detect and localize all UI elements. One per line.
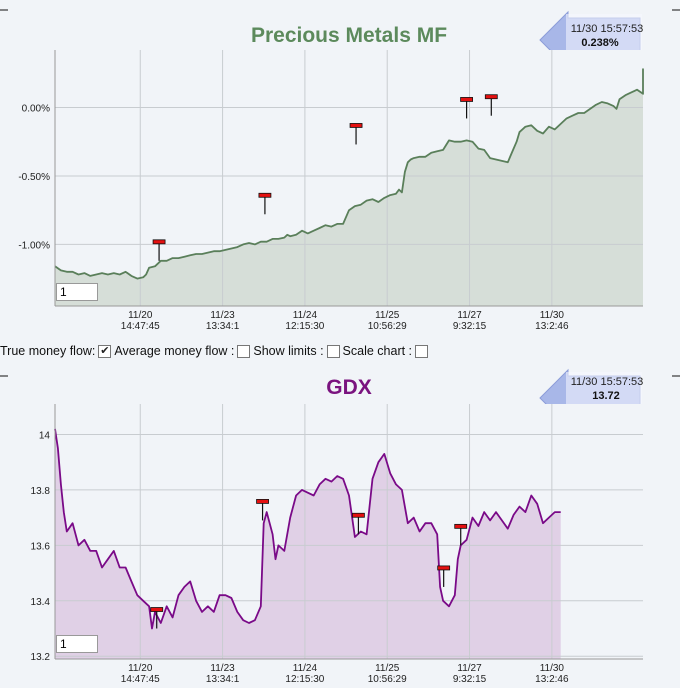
x-tick-time: 12:15:30 [285,321,324,332]
x-tick-date: 11/23 [210,663,235,674]
x-tick-date: 11/25 [375,663,400,674]
x-tick-time: 14:47:45 [121,674,160,685]
x-tick-time: 13:2:46 [535,674,569,685]
x-tick-time: 12:15:30 [285,674,324,685]
flag-marker[interactable] [349,123,363,145]
series-line [54,68,644,280]
x-tick-date: 11/20 [128,310,153,321]
x-tick-date: 11/25 [375,310,400,321]
flag-marker[interactable] [256,499,269,521]
chart-title: GDX [326,376,372,399]
x-tick-time: 14:47:45 [121,321,160,332]
flag-marker[interactable] [150,607,164,629]
flag-marker[interactable] [352,512,365,535]
series-area [55,428,561,659]
y-tick-label: 13.6 [31,541,51,552]
show-limits-label: Show limits : [253,344,324,358]
x-tick-date: 11/23 [210,310,235,321]
badge-time: 11/30 15:57:53 [571,376,644,388]
scale-chart-label: Scale chart : [342,344,413,358]
y-tick-label: 14 [39,430,51,441]
flag-marker[interactable] [460,97,474,119]
x-tick-time: 13:34:1 [206,674,240,685]
y-tick-label: 0.00% [22,103,50,114]
x-tick-date: 11/27 [457,663,482,674]
average-money-flow-label: Average money flow : [114,344,235,358]
chart-controls: True money flow: ✔ Average money flow : … [0,342,431,360]
y-tick-label: 13.4 [31,597,51,608]
badge-time: 11/30 15:57:53 [571,23,644,35]
flag-marker[interactable] [484,94,498,116]
series-area [55,69,643,306]
chart-title: Precious Metals MF [251,24,447,47]
series-line [54,428,561,630]
x-tick-date: 11/30 [540,310,565,321]
x-tick-time: 9:32:15 [453,674,487,685]
x-tick-time: 13:2:46 [535,321,569,332]
flag-marker[interactable] [437,565,451,587]
x-tick-date: 11/27 [457,310,482,321]
period-input[interactable]: 1 [56,635,98,653]
gdx-chart: GDX 11/30 15:57:53 13.72 1413.813.613.41… [0,368,680,685]
x-tick-date: 11/24 [293,663,318,674]
period-input[interactable]: 1 [56,283,98,301]
flag-marker[interactable] [454,523,468,546]
badge-value: 13.72 [592,390,620,402]
flag-marker[interactable] [258,192,272,215]
y-tick-label: 13.8 [31,486,51,497]
average-money-flow-checkbox[interactable] [237,344,251,358]
badge-value: 0.238% [581,37,619,49]
x-tick-date: 11/24 [293,310,318,321]
x-tick-time: 10:56:29 [368,321,407,332]
y-tick-label: 13.2 [31,652,51,663]
scale-chart-checkbox[interactable] [415,344,429,358]
precious-metals-chart: Precious Metals MF 11/30 15:57:53 0.238%… [0,9,680,332]
flag-marker[interactable] [152,239,166,261]
show-limits-checkbox[interactable] [326,344,340,358]
x-tick-date: 11/20 [128,663,153,674]
y-tick-label: -0.50% [18,172,50,183]
x-tick-date: 11/30 [540,663,565,674]
true-money-flow-checkbox[interactable]: ✔ [98,344,112,358]
true-money-flow-label: True money flow: [0,344,96,358]
x-tick-time: 9:32:15 [453,321,487,332]
y-tick-label: -1.00% [18,240,50,251]
x-tick-time: 10:56:29 [368,674,407,685]
x-tick-time: 13:34:1 [206,321,240,332]
